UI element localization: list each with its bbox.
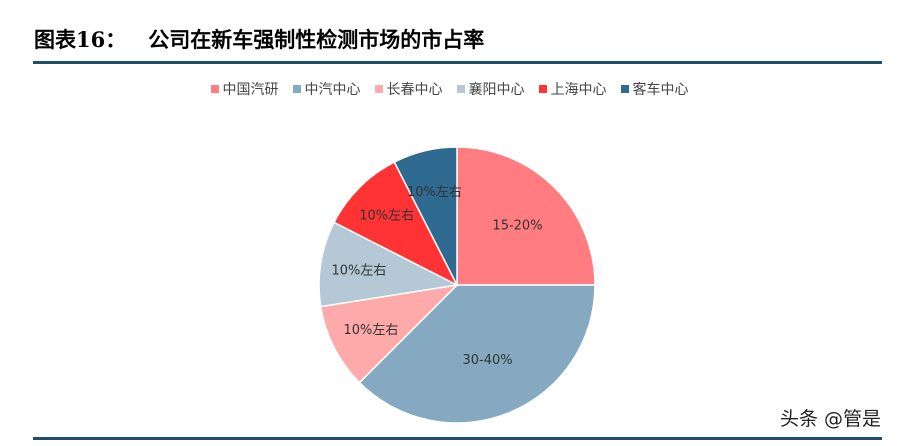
legend-swatch-3 — [456, 85, 465, 93]
watermark: 头条 @管是 — [779, 408, 881, 430]
legend-label-3: 襄阳中心 — [468, 82, 525, 98]
legend-swatch-0 — [210, 85, 219, 93]
slice-label-2: 10%左右 — [343, 323, 398, 338]
legend-item-0: 中国汽研 — [210, 79, 279, 99]
bottom-divider — [33, 437, 882, 440]
legend-item-3: 襄阳中心 — [456, 79, 525, 99]
chart-title-row: 图表16： 公司在新车强制性检测市场的市占率 — [34, 22, 484, 56]
legend-label-0: 中国汽研 — [222, 82, 279, 98]
slice-label-5: 10%左右 — [407, 185, 462, 200]
chart-title: 公司在新车强制性检测市场的市占率 — [148, 27, 485, 52]
legend-swatch-5 — [620, 85, 629, 93]
pie-slice-4 — [333, 161, 459, 287]
legend-label-1: 中汽中心 — [304, 82, 361, 98]
legend-item-4: 上海中心 — [538, 79, 607, 99]
legend-label-4: 上海中心 — [550, 82, 607, 98]
top-divider — [33, 61, 882, 64]
pie-slice-2 — [319, 283, 460, 384]
legend-item-2: 长春中心 — [374, 79, 443, 99]
pie-slice-0 — [456, 146, 596, 286]
slice-label-3: 10%左右 — [331, 264, 386, 279]
pie-slice-5 — [393, 146, 458, 286]
slice-label-4: 10%左右 — [359, 209, 414, 224]
legend-swatch-4 — [538, 85, 547, 93]
legend-swatch-2 — [374, 85, 383, 93]
figure-number: 图表16： — [34, 27, 127, 52]
legend-item-1: 中汽中心 — [292, 79, 361, 99]
legend-item-5: 客车中心 — [620, 79, 689, 99]
pie-slice-1 — [358, 284, 596, 424]
slice-label-1: 30-40% — [463, 353, 513, 368]
slice-label-0: 15-20% — [492, 219, 542, 234]
legend-swatch-1 — [292, 85, 301, 93]
pie-slice-3 — [318, 221, 460, 308]
legend-label-2: 长春中心 — [386, 82, 443, 98]
legend: 中国汽研 中汽中心 长春中心 襄阳中心 上海中心 客车中心 — [0, 79, 899, 99]
legend-label-5: 客车中心 — [632, 82, 689, 98]
